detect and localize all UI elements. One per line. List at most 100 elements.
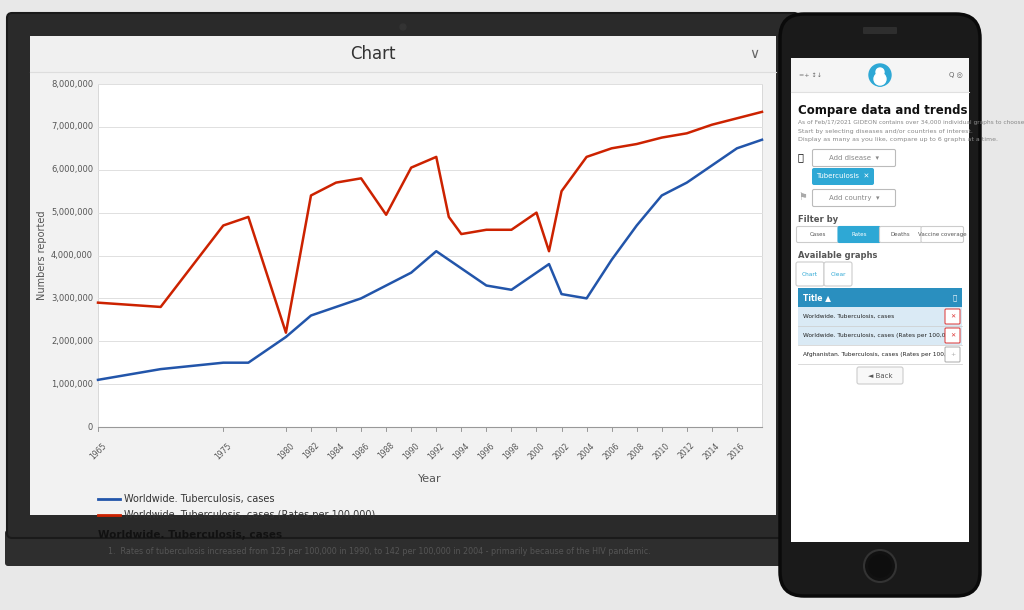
Bar	[791, 58, 969, 92]
Text: 1990: 1990	[401, 441, 421, 461]
Text: 🦠: 🦠	[798, 152, 804, 162]
Text: 0: 0	[88, 423, 93, 431]
Circle shape	[877, 69, 883, 75]
FancyBboxPatch shape	[945, 328, 961, 343]
Text: 5,000,000: 5,000,000	[51, 208, 93, 217]
Text: Chart: Chart	[802, 271, 818, 276]
Circle shape	[873, 72, 887, 86]
Bar	[791, 58, 969, 542]
Bar	[798, 288, 962, 307]
Circle shape	[869, 555, 891, 577]
Bar	[30, 36, 776, 72]
Text: 2014: 2014	[701, 441, 722, 461]
Text: 📊: 📊	[952, 294, 957, 301]
Text: 2000: 2000	[526, 441, 547, 461]
FancyBboxPatch shape	[812, 149, 896, 167]
Text: 1982: 1982	[301, 441, 321, 461]
Bar	[30, 36, 776, 515]
Text: Clear: Clear	[830, 271, 846, 276]
Bar	[798, 326, 962, 345]
FancyBboxPatch shape	[824, 262, 852, 286]
FancyBboxPatch shape	[812, 168, 874, 185]
Text: =+ ↕↓: =+ ↕↓	[799, 73, 822, 77]
Text: ✕: ✕	[950, 333, 955, 338]
Text: 1998: 1998	[502, 441, 521, 461]
Text: Year: Year	[418, 474, 441, 484]
Text: 6,000,000: 6,000,000	[51, 165, 93, 174]
FancyBboxPatch shape	[945, 309, 961, 324]
Text: 3,000,000: 3,000,000	[51, 294, 93, 303]
Text: ✕: ✕	[950, 314, 955, 319]
Text: 1984: 1984	[326, 441, 346, 461]
Text: Rates: Rates	[852, 232, 867, 237]
Text: Chart: Chart	[350, 45, 396, 63]
Text: Worldwide. Tuberculosis, cases (Rates per 100,000): Worldwide. Tuberculosis, cases (Rates pe…	[124, 510, 375, 520]
Bar	[98, 84, 762, 427]
Text: 1.  Rates of tuberculosis increased from 125 per 100,000 in 1990, to 142 per 100: 1. Rates of tuberculosis increased from …	[108, 547, 650, 556]
FancyBboxPatch shape	[797, 226, 839, 243]
Text: 1992: 1992	[426, 441, 446, 461]
Text: 2006: 2006	[602, 441, 622, 461]
Text: 1986: 1986	[351, 441, 371, 461]
Text: Tuberculosis  ✕: Tuberculosis ✕	[816, 173, 869, 179]
Text: 1,000,000: 1,000,000	[51, 379, 93, 389]
Text: 1975: 1975	[213, 441, 233, 461]
Circle shape	[874, 73, 886, 85]
Text: Vaccine coverage: Vaccine coverage	[918, 232, 967, 237]
FancyBboxPatch shape	[812, 190, 896, 207]
FancyBboxPatch shape	[945, 347, 961, 362]
Text: +: +	[950, 352, 955, 357]
Text: Deaths: Deaths	[891, 232, 910, 237]
Circle shape	[876, 68, 884, 76]
FancyBboxPatch shape	[796, 262, 824, 286]
FancyBboxPatch shape	[863, 27, 897, 34]
Text: 2002: 2002	[552, 441, 571, 461]
Text: Numbers reported: Numbers reported	[37, 210, 47, 300]
Text: Display as many as you like, compare up to 6 graphs at a time.: Display as many as you like, compare up …	[798, 137, 998, 142]
FancyBboxPatch shape	[921, 226, 964, 243]
Text: 7,000,000: 7,000,000	[51, 123, 93, 131]
Text: 1988: 1988	[376, 441, 396, 461]
Text: 1980: 1980	[275, 441, 296, 461]
Bar	[798, 307, 962, 326]
Bar	[798, 345, 962, 364]
Text: Worldwide. Tuberculosis, cases: Worldwide. Tuberculosis, cases	[98, 530, 283, 540]
Text: 4,000,000: 4,000,000	[51, 251, 93, 260]
Text: 2008: 2008	[627, 441, 647, 461]
Text: 1994: 1994	[452, 441, 471, 461]
Text: 2010: 2010	[652, 441, 672, 461]
Text: 2012: 2012	[677, 441, 696, 461]
Text: Add country  ▾: Add country ▾	[828, 195, 880, 201]
Circle shape	[400, 24, 406, 30]
Text: 1965: 1965	[88, 441, 109, 461]
FancyBboxPatch shape	[838, 226, 881, 243]
Text: Afghanistan. Tuberculosis, cases (Rates per 100,000): Afghanistan. Tuberculosis, cases (Rates …	[803, 352, 959, 357]
FancyBboxPatch shape	[880, 226, 922, 243]
Text: ◄ Back: ◄ Back	[867, 373, 892, 378]
Text: Start by selecting diseases and/or countries of interest.: Start by selecting diseases and/or count…	[798, 129, 973, 134]
Text: Worldwide. Tuberculosis, cases (Rates per 100,000): Worldwide. Tuberculosis, cases (Rates pe…	[803, 333, 955, 338]
FancyBboxPatch shape	[5, 530, 801, 566]
Text: ∨: ∨	[749, 47, 759, 61]
Text: Worldwide. Tuberculosis, cases: Worldwide. Tuberculosis, cases	[803, 314, 894, 319]
Text: Title ▲: Title ▲	[803, 293, 831, 302]
Circle shape	[869, 64, 891, 86]
Text: Compare data and trends: Compare data and trends	[798, 104, 968, 117]
Text: Q ◎: Q ◎	[949, 72, 963, 78]
Text: 2016: 2016	[727, 441, 746, 461]
Text: 1996: 1996	[476, 441, 497, 461]
Text: 8,000,000: 8,000,000	[51, 79, 93, 88]
Text: Cases: Cases	[810, 232, 826, 237]
FancyBboxPatch shape	[7, 13, 799, 538]
Text: Available graphs: Available graphs	[798, 251, 878, 260]
Circle shape	[864, 550, 896, 582]
Text: Add disease  ▾: Add disease ▾	[829, 155, 879, 161]
FancyBboxPatch shape	[780, 14, 980, 596]
Text: Filter by: Filter by	[798, 215, 838, 224]
Text: 2004: 2004	[577, 441, 597, 461]
FancyBboxPatch shape	[857, 367, 903, 384]
Text: ⚑: ⚑	[798, 192, 807, 202]
Text: 2,000,000: 2,000,000	[51, 337, 93, 346]
Text: Worldwide. Tuberculosis, cases: Worldwide. Tuberculosis, cases	[124, 494, 274, 504]
Text: As of Feb/17/2021 GIDEON contains over 34,000 individual graphs to choose from!: As of Feb/17/2021 GIDEON contains over 3…	[798, 120, 1024, 125]
